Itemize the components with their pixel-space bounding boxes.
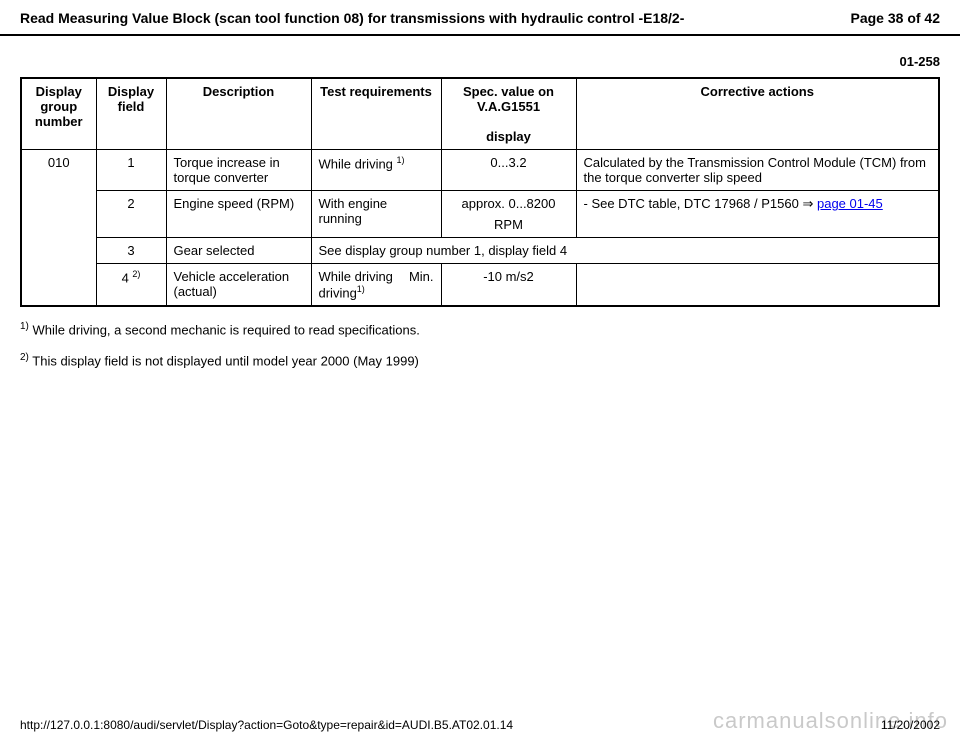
table-row: 3 Gear selected See display group number… — [21, 238, 939, 264]
cell-spec-value: approx. 0...8200 RPM — [441, 191, 576, 238]
spec-table: Display group number Display field Descr… — [20, 77, 940, 307]
footer-date: 11/20/2002 — [881, 718, 940, 732]
cell-group-number: 010 — [21, 150, 96, 307]
test-superscript: 1) — [397, 155, 405, 165]
col-header-test: Test requirements — [311, 78, 441, 150]
arrow-icon: ⇒ — [802, 196, 813, 211]
footer-url: http://127.0.0.1:8080/audi/servlet/Displ… — [20, 718, 513, 732]
col-header-field: Display field — [96, 78, 166, 150]
field-superscript: 2) — [132, 269, 140, 279]
cell-test-req: With engine running — [311, 191, 441, 238]
cell-corrective: - See DTC table, DTC 17968 / P1560 ⇒ pag… — [576, 191, 939, 238]
cell-test-req: While driving Min. driving1) — [311, 264, 441, 307]
spec-header-sub: display — [486, 129, 531, 144]
field-main: 4 — [122, 270, 133, 285]
col-header-corrective: Corrective actions — [576, 78, 939, 150]
cell-field: 4 2) — [96, 264, 166, 307]
test-sub: driving — [319, 285, 357, 300]
page-title: Read Measuring Value Block (scan tool fu… — [20, 10, 684, 26]
col-header-spec: Spec. value on V.A.G1551 display — [441, 78, 576, 150]
cell-corrective: Calculated by the Transmission Control M… — [576, 150, 939, 191]
table-row: 010 1 Torque increase in torque converte… — [21, 150, 939, 191]
cell-spec-value: -10 m/s2 — [441, 264, 576, 307]
footnote-2: 2) This display field is not displayed u… — [20, 352, 940, 368]
test-right: Min. — [409, 269, 434, 284]
page-link[interactable]: page 01-45 — [817, 196, 883, 211]
cell-corrective — [576, 264, 939, 307]
section-number: 01-258 — [0, 36, 960, 77]
col-header-desc: Description — [166, 78, 311, 150]
page-header: Read Measuring Value Block (scan tool fu… — [0, 0, 960, 36]
spec-line1: approx. 0...8200 — [449, 196, 569, 211]
content-area: Display group number Display field Descr… — [0, 77, 960, 368]
page-number: Page 38 of 42 — [851, 10, 941, 26]
cell-description: Vehicle acceleration (actual) — [166, 264, 311, 307]
cell-description: Engine speed (RPM) — [166, 191, 311, 238]
cell-test-req: While driving 1) — [311, 150, 441, 191]
corrective-prefix: - See DTC table, DTC 17968 / P1560 — [584, 196, 803, 211]
cell-merged-note: See display group number 1, display fiel… — [311, 238, 939, 264]
table-row: 2 Engine speed (RPM) With engine running… — [21, 191, 939, 238]
test-left: While driving — [319, 269, 393, 284]
test-text: While driving — [319, 156, 397, 171]
footnote-num: 2) — [20, 352, 29, 363]
col-header-group: Display group number — [21, 78, 96, 150]
footnote-1: 1) While driving, a second mechanic is r… — [20, 321, 940, 337]
cell-spec-value: 0...3.2 — [441, 150, 576, 191]
test-superscript: 1) — [357, 284, 365, 294]
footnote-text: While driving, a second mechanic is requ… — [29, 323, 420, 338]
spec-line2: RPM — [449, 217, 569, 232]
cell-description: Gear selected — [166, 238, 311, 264]
page-footer: http://127.0.0.1:8080/audi/servlet/Displ… — [0, 718, 960, 732]
cell-field: 3 — [96, 238, 166, 264]
footnote-num: 1) — [20, 321, 29, 332]
table-header-row: Display group number Display field Descr… — [21, 78, 939, 150]
footnote-text: This display field is not displayed unti… — [29, 353, 419, 368]
spec-header-main: Spec. value on V.A.G1551 — [463, 84, 554, 114]
footnotes: 1) While driving, a second mechanic is r… — [20, 321, 940, 368]
table-row: 4 2) Vehicle acceleration (actual) While… — [21, 264, 939, 307]
cell-field: 2 — [96, 191, 166, 238]
cell-field: 1 — [96, 150, 166, 191]
cell-description: Torque increase in torque converter — [166, 150, 311, 191]
